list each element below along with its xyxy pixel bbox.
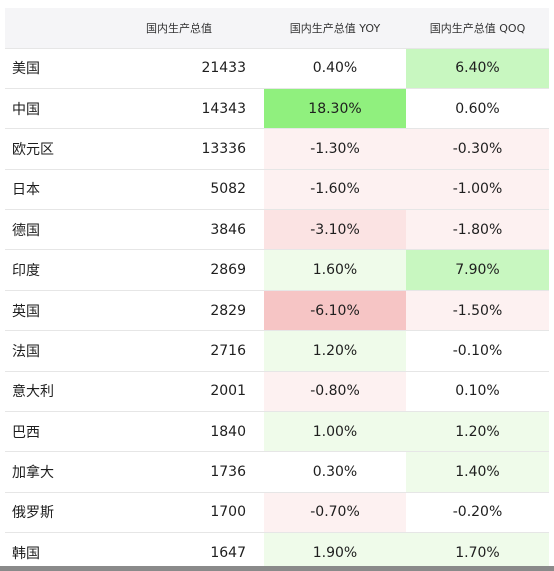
gdp-qoq-cell: 0.10% [406, 371, 549, 413]
country-cell: 印度 [5, 249, 121, 291]
country-cell: 德国 [5, 209, 121, 251]
table-row[interactable]: 英国 2829 -6.10% -1.50% [5, 290, 549, 332]
country-cell: 巴西 [5, 411, 121, 453]
gdp-cell: 1736 [121, 451, 264, 493]
gdp-qoq-cell: -0.20% [406, 492, 549, 534]
country-cell: 加拿大 [5, 451, 121, 493]
gdp-qoq-cell: 7.90% [406, 249, 549, 291]
gdp-cell: 14343 [121, 88, 264, 130]
header-gdp-yoy[interactable]: 国内生产总值 YOY [264, 8, 406, 49]
gdp-qoq-cell: 6.40% [406, 48, 549, 89]
table-row[interactable]: 巴西 1840 1.00% 1.20% [5, 411, 549, 453]
gdp-yoy-cell: 0.30% [264, 451, 406, 493]
gdp-cell: 2716 [121, 330, 264, 372]
table-row[interactable]: 中国 14343 18.30% 0.60% [5, 88, 549, 130]
country-cell: 法国 [5, 330, 121, 372]
table-row[interactable]: 印度 2869 1.60% 7.90% [5, 249, 549, 291]
table-row[interactable]: 欧元区 13336 -1.30% -0.30% [5, 128, 549, 170]
header-row: 国内生产总值 国内生产总值 YOY 国内生产总值 QOQ [5, 8, 549, 49]
gdp-qoq-cell: 1.40% [406, 451, 549, 493]
gdp-qoq-cell: -1.80% [406, 209, 549, 251]
gdp-cell: 13336 [121, 128, 264, 170]
gdp-cell: 1700 [121, 492, 264, 534]
gdp-yoy-cell: -0.70% [264, 492, 406, 534]
gdp-cell: 21433 [121, 48, 264, 89]
gdp-cell: 2829 [121, 290, 264, 332]
bottom-border [0, 566, 554, 571]
gdp-yoy-cell: -1.30% [264, 128, 406, 170]
country-cell: 日本 [5, 169, 121, 211]
table-row[interactable]: 意大利 2001 -0.80% 0.10% [5, 371, 549, 413]
country-cell: 美国 [5, 48, 121, 89]
gdp-yoy-cell: 18.30% [264, 88, 406, 130]
gdp-qoq-cell: -0.30% [406, 128, 549, 170]
country-cell: 意大利 [5, 371, 121, 413]
country-cell: 英国 [5, 290, 121, 332]
table-row[interactable]: 俄罗斯 1700 -0.70% -0.20% [5, 492, 549, 534]
table-row[interactable]: 加拿大 1736 0.30% 1.40% [5, 451, 549, 493]
table-row[interactable]: 美国 21433 0.40% 6.40% [5, 48, 549, 89]
gdp-yoy-cell: 0.40% [264, 48, 406, 89]
gdp-yoy-cell: -0.80% [264, 371, 406, 413]
gdp-qoq-cell: 0.60% [406, 88, 549, 130]
country-cell: 韩国 [5, 532, 121, 571]
gdp-yoy-cell: -6.10% [264, 290, 406, 332]
gdp-yoy-cell: -3.10% [264, 209, 406, 251]
gdp-yoy-cell: 1.00% [264, 411, 406, 453]
table-body: 美国 21433 0.40% 6.40% 中国 14343 18.30% 0.60% 欧元区 13… [5, 48, 549, 571]
table-header: 国内生产总值 国内生产总值 YOY 国内生产总值 QOQ [5, 8, 549, 49]
header-country[interactable] [5, 8, 121, 49]
table-row[interactable]: 德国 3846 -3.10% -1.80% [5, 209, 549, 251]
country-cell: 中国 [5, 88, 121, 130]
gdp-qoq-cell: -1.50% [406, 290, 549, 332]
gdp-table: 国内生产总值 国内生产总值 YOY 国内生产总值 QOQ 美国 21433 0.40… [5, 8, 549, 571]
gdp-cell: 1840 [121, 411, 264, 453]
gdp-qoq-cell: -1.00% [406, 169, 549, 211]
gdp-cell: 1647 [121, 532, 264, 571]
country-cell: 俄罗斯 [5, 492, 121, 534]
table-row[interactable]: 韩国 1647 1.90% 1.70% [5, 532, 549, 571]
gdp-qoq-cell: 1.70% [406, 532, 549, 571]
gdp-yoy-cell: 1.20% [264, 330, 406, 372]
gdp-cell: 2869 [121, 249, 264, 291]
gdp-yoy-cell: 1.60% [264, 249, 406, 291]
country-cell: 欧元区 [5, 128, 121, 170]
gdp-yoy-cell: 1.90% [264, 532, 406, 571]
gdp-yoy-cell: -1.60% [264, 169, 406, 211]
table-row[interactable]: 法国 2716 1.20% -0.10% [5, 330, 549, 372]
gdp-cell: 5082 [121, 169, 264, 211]
header-gdp-qoq[interactable]: 国内生产总值 QOQ [406, 8, 549, 49]
gdp-qoq-cell: 1.20% [406, 411, 549, 453]
gdp-cell: 3846 [121, 209, 264, 251]
header-gdp[interactable]: 国内生产总值 [121, 8, 264, 49]
gdp-cell: 2001 [121, 371, 264, 413]
table-row[interactable]: 日本 5082 -1.60% -1.00% [5, 169, 549, 211]
gdp-qoq-cell: -0.10% [406, 330, 549, 372]
